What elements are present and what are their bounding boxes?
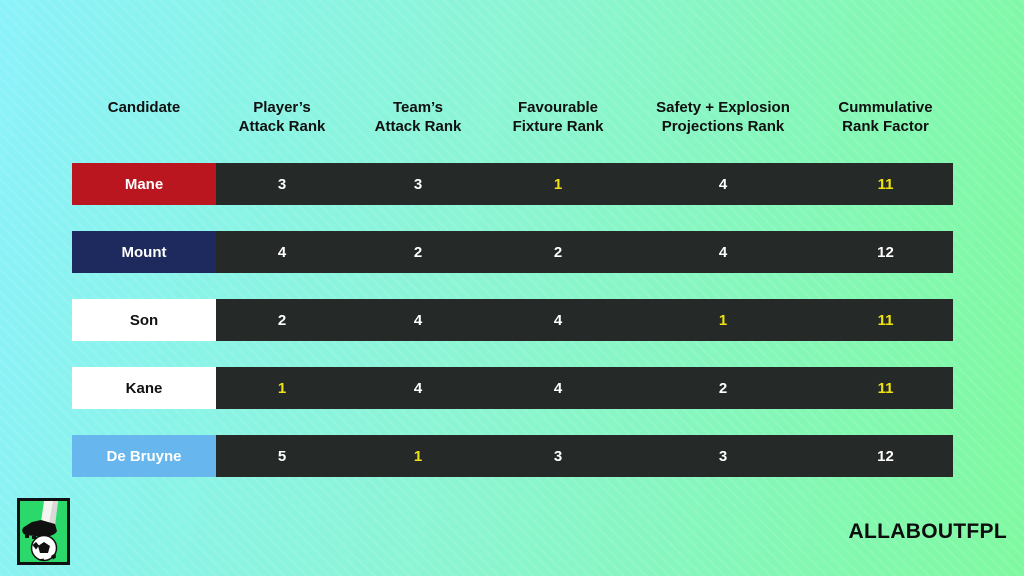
rank-value: 4	[718, 175, 728, 193]
column-header-safety-explosion-rank: Safety + Explosion Projections Rank	[656, 99, 790, 135]
rank-value: 3	[553, 447, 563, 465]
rank-value: 3	[413, 175, 423, 193]
column-header-favourable-fixture-rank: Favourable Fixture Rank	[512, 99, 604, 135]
rank-value: 1	[553, 175, 563, 193]
rank-value: 11	[877, 379, 894, 397]
rank-value: 4	[553, 379, 563, 397]
rank-value: 4	[413, 379, 423, 397]
rank-value: 12	[877, 243, 894, 261]
column-header-candidate: Candidate	[107, 99, 181, 116]
candidate-label: Kane	[72, 367, 216, 409]
rank-value: 2	[413, 243, 423, 261]
column-header-players-attack-rank: Player’s Attack Rank	[238, 99, 326, 135]
table-row-kane: Kane 1 4 4 2 11	[72, 367, 953, 409]
candidate-label: De Bruyne	[72, 435, 216, 477]
rank-values-bar: 2 4 4 1 11	[216, 299, 953, 341]
rank-value: 3	[718, 447, 728, 465]
football-boot-ball-logo-icon	[17, 498, 70, 565]
rank-value: 4	[413, 311, 423, 329]
rank-values-bar: 5 1 3 3 12	[216, 435, 953, 477]
rank-value: 2	[553, 243, 563, 261]
rank-value: 11	[877, 175, 894, 193]
rank-value: 1	[277, 379, 287, 397]
rank-values-bar: 4 2 2 4 12	[216, 231, 953, 273]
table-header-row: Candidate Player’s Attack Rank Team’s At…	[72, 98, 953, 163]
rank-value: 2	[277, 311, 287, 329]
rank-values-bar: 3 3 1 4 11	[216, 163, 953, 205]
table-row-mount: Mount 4 2 2 4 12	[72, 231, 953, 273]
candidate-label: Son	[72, 299, 216, 341]
rank-value: 4	[277, 243, 287, 261]
table-row-son: Son 2 4 4 1 11	[72, 299, 953, 341]
rank-value: 2	[718, 379, 728, 397]
rank-value: 1	[413, 447, 423, 465]
rank-value: 4	[718, 243, 728, 261]
rank-value: 4	[553, 311, 563, 329]
rank-value: 3	[277, 175, 287, 193]
column-header-teams-attack-rank: Team’s Attack Rank	[374, 99, 462, 135]
rank-comparison-table: Candidate Player’s Attack Rank Team’s At…	[72, 98, 953, 503]
rank-value: 11	[877, 311, 894, 329]
rank-value: 1	[718, 311, 728, 329]
rank-value: 12	[877, 447, 894, 465]
candidate-label: Mane	[72, 163, 216, 205]
rank-value: 5	[277, 447, 287, 465]
candidate-label: Mount	[72, 231, 216, 273]
column-header-cummulative-rank-factor: Cummulative Rank Factor	[838, 99, 933, 135]
table-row-mane: Mane 3 3 1 4 11	[72, 163, 953, 205]
rank-values-bar: 1 4 4 2 11	[216, 367, 953, 409]
brand-text: ALLABOUTFPL	[848, 520, 1007, 543]
table-row-de-bruyne: De Bruyne 5 1 3 3 12	[72, 435, 953, 477]
